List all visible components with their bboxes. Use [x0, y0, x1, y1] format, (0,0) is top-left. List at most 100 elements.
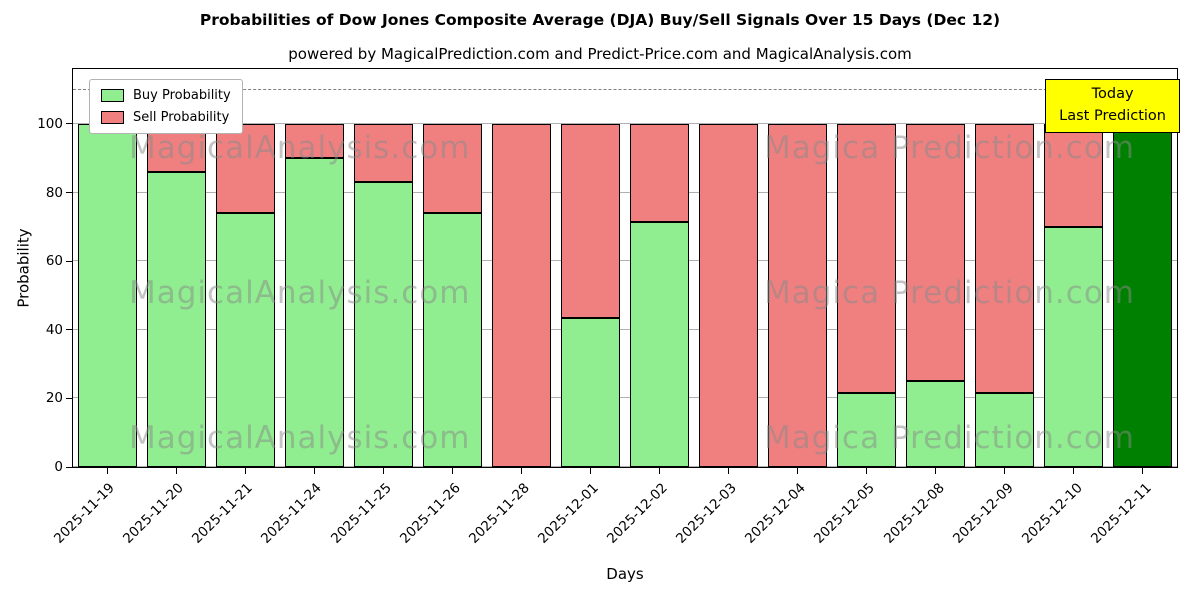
buy-segment: [974, 393, 1035, 467]
bar-slot: [1039, 69, 1108, 467]
sell-segment: [629, 123, 690, 222]
buy-segment: [836, 393, 897, 467]
y-tick-label: 80: [45, 184, 63, 201]
bar: [353, 123, 414, 467]
bar: [215, 123, 276, 467]
x-tick-mark: [590, 468, 591, 474]
sell-segment: [215, 123, 276, 214]
y-tick-mark: [66, 192, 72, 194]
y-axis-label: Probability: [14, 228, 33, 308]
x-tick-label: 2025-12-05: [811, 480, 879, 547]
buy-segment: [1043, 226, 1104, 467]
today-annotation-line1: Today: [1091, 86, 1134, 102]
x-tick-mark: [452, 468, 453, 474]
x-tick-label: 2025-12-02: [604, 480, 671, 547]
bar: [560, 123, 621, 467]
buy-segment: [353, 182, 414, 467]
x-tick-mark: [245, 468, 246, 474]
x-tick-label: 2025-11-21: [189, 480, 257, 547]
x-tick-mark: [176, 468, 177, 474]
y-tick-label: 0: [54, 459, 63, 475]
x-axis-label: Days: [606, 565, 644, 583]
x-tick-mark: [1004, 468, 1005, 474]
bar: [284, 123, 345, 467]
gridline: [73, 328, 1177, 330]
buy-segment: [422, 213, 483, 467]
bar: [491, 123, 552, 467]
x-tick-mark: [383, 468, 384, 474]
buy-segment: [629, 221, 690, 467]
x-tick-mark: [728, 468, 729, 474]
legend-sell-label: Sell Probability: [133, 110, 230, 125]
bar-slot: [280, 69, 349, 467]
y-tick-mark: [66, 397, 72, 399]
bar: [77, 123, 138, 467]
x-tick-mark: [1073, 468, 1074, 474]
x-tick-label: 2025-12-01: [534, 480, 602, 547]
x-tick-label: 2025-12-11: [1087, 480, 1155, 547]
sell-segment: [767, 123, 828, 467]
bar-slot: [211, 69, 280, 467]
bar-slot: [970, 69, 1039, 467]
sell-segment: [422, 123, 483, 214]
x-tick-label: 2025-11-25: [327, 480, 395, 547]
bar: [698, 123, 759, 467]
bars: [73, 69, 1177, 467]
bar: [629, 123, 690, 467]
today-annotation: Today Last Prediction: [1045, 79, 1180, 133]
gridline: [73, 191, 1177, 193]
gridlines: [73, 69, 1177, 467]
chart-subtitle: powered by MagicalPrediction.com and Pre…: [288, 45, 912, 63]
bar: [422, 123, 483, 467]
x-tick-label: 2025-12-04: [742, 480, 810, 547]
x-tick-mark: [1142, 468, 1143, 474]
bar-slot: [901, 69, 970, 467]
sell-segment: [836, 123, 897, 394]
y-tick-label: 60: [45, 253, 63, 270]
dashed-line: [73, 88, 1177, 90]
sell-color-swatch: [101, 111, 124, 124]
bar-slot: [73, 69, 142, 467]
bar: [767, 123, 828, 467]
buy-color-swatch: [101, 89, 124, 102]
sell-segment: [491, 123, 552, 467]
x-tick-mark: [866, 468, 867, 474]
bar: [1112, 123, 1173, 467]
y-tick-mark: [66, 329, 72, 331]
bar: [146, 123, 207, 467]
gridline: [73, 260, 1177, 262]
bar-slot: [763, 69, 832, 467]
buy-segment: [284, 158, 345, 467]
y-tick-label: 100: [37, 115, 63, 132]
x-tick-mark: [659, 468, 660, 474]
bar: [1043, 123, 1104, 467]
x-tick-mark: [314, 468, 315, 474]
x-tick-mark: [521, 468, 522, 474]
legend-item-sell: Sell Probability: [101, 110, 231, 125]
bar-slot: [349, 69, 418, 467]
y-tick-mark: [66, 123, 72, 125]
x-tick-label: 2025-12-08: [880, 480, 948, 547]
buy-segment: [215, 213, 276, 467]
gridline: [73, 122, 1177, 124]
x-tick-label: 2025-11-20: [120, 480, 188, 547]
sell-segment: [905, 123, 966, 382]
chart-title: Probabilities of Dow Jones Composite Ave…: [199, 11, 1001, 29]
sell-segment: [284, 123, 345, 159]
bar-slot: [142, 69, 211, 467]
sell-segment: [974, 123, 1035, 394]
gridline: [73, 466, 1177, 467]
xtick-labels: 2025-11-19 2025-11-20 2025-11-21 2025-11-24…: [51, 470, 1178, 565]
bar: [836, 123, 897, 467]
bar-slot: [1108, 69, 1177, 467]
sell-segment: [1043, 123, 1104, 227]
x-tick-mark: [935, 468, 936, 474]
buy-segment: [560, 317, 621, 467]
x-tick-label: 2025-11-24: [258, 480, 326, 547]
sell-segment: [560, 123, 621, 318]
gridline: [73, 397, 1177, 399]
y-tick-label: 40: [45, 321, 63, 338]
x-tick-label: 2025-11-19: [51, 480, 118, 547]
x-tick-label: 2025-12-09: [949, 480, 1017, 547]
